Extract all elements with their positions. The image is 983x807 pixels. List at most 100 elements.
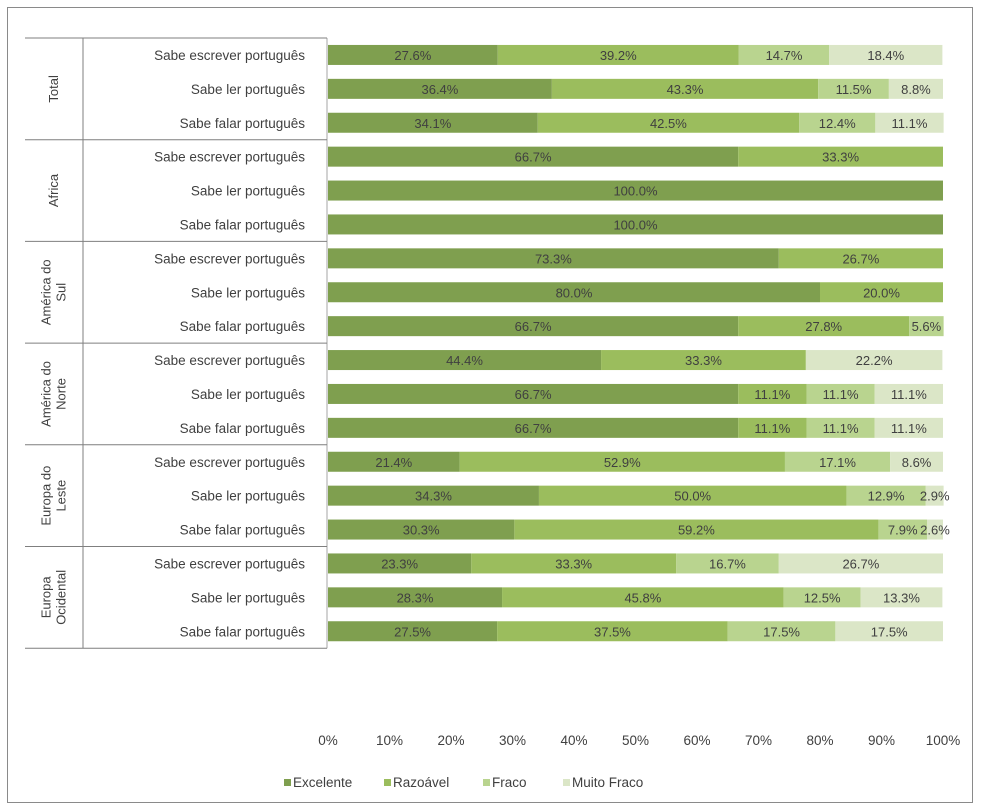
bar-segment-muito-fraco: [778, 553, 943, 574]
group-label: Africa: [46, 173, 61, 207]
bar-segment-fraco: [846, 485, 926, 506]
data-label: 45.8%: [624, 590, 661, 605]
legend-swatch: [284, 779, 291, 786]
legend-swatch: [384, 779, 391, 786]
row-label: Sabe ler português: [191, 489, 305, 504]
data-label: 22.2%: [856, 353, 893, 368]
bar-segment-fraco: [676, 553, 779, 574]
x-tick-label: 80%: [806, 733, 833, 748]
data-label: 26.7%: [842, 251, 879, 266]
bar-segment-fraco: [784, 451, 891, 472]
data-label: 11.1%: [891, 387, 927, 402]
bar-segment-muito-fraco: [890, 451, 943, 472]
legend-entry: Excelente: [293, 775, 352, 790]
row-label: Sabe falar português: [180, 523, 306, 538]
data-label: 52.9%: [604, 455, 641, 470]
data-label: 59.2%: [678, 523, 715, 538]
bar-segment-fraco: [783, 587, 861, 608]
group-label: EuropaOcidental: [39, 570, 69, 625]
data-label: 100.0%: [613, 184, 658, 199]
bar-segment-razoável: [514, 519, 879, 540]
row-label: Sabe escrever português: [154, 48, 305, 63]
data-label: 100.0%: [613, 217, 658, 232]
group-label: América doSul: [39, 259, 69, 325]
data-label: 16.7%: [709, 556, 746, 571]
bar-segment-fraco: [818, 78, 889, 99]
bar-segment-fraco: [799, 112, 876, 133]
bar-segment-excelente: [328, 451, 460, 472]
data-label: 34.1%: [414, 116, 451, 131]
data-label: 66.7%: [515, 150, 552, 165]
bar-segment-muito-fraco: [805, 350, 943, 371]
data-label: 73.3%: [535, 251, 572, 266]
data-label: 27.8%: [805, 319, 842, 334]
data-label: 21.4%: [375, 455, 412, 470]
data-label: 12.9%: [868, 489, 905, 504]
bar-segment-excelente: [328, 44, 498, 65]
row-label: Sabe falar português: [180, 116, 306, 131]
data-label: 23.3%: [381, 556, 418, 571]
data-label: 11.1%: [754, 421, 790, 436]
data-label: 11.1%: [823, 387, 859, 402]
bar-segment-muito-fraco: [875, 112, 944, 133]
x-tick-label: 0%: [318, 733, 338, 748]
data-label: 33.3%: [822, 150, 859, 165]
bar-segment-muito-fraco: [927, 519, 943, 540]
x-tick-label: 40%: [560, 733, 587, 748]
bar-segment-fraco: [727, 621, 836, 642]
bar-segment-razoável: [537, 112, 800, 133]
bar-segment-excelente: [328, 485, 539, 506]
bar-segment-excelente: [328, 587, 503, 608]
bar-segment-razoável: [778, 248, 943, 269]
bar-segment-muito-fraco: [874, 417, 943, 438]
bar-segment-fraco: [806, 417, 875, 438]
bar-segment-razoável: [738, 316, 910, 337]
data-label: 12.4%: [819, 116, 856, 131]
data-label: 14.7%: [766, 48, 803, 63]
bar-segment-razoável: [738, 417, 807, 438]
row-label: Sabe escrever português: [154, 353, 305, 368]
bar-segment-muito-fraco: [874, 383, 943, 404]
data-label: 2.9%: [920, 489, 950, 504]
x-tick-label: 60%: [683, 733, 710, 748]
bar-segment-razoável: [538, 485, 847, 506]
data-label: 43.3%: [667, 82, 704, 97]
data-label: 11.1%: [892, 116, 928, 131]
bar-segment-excelente: [328, 146, 739, 167]
bar-segment-fraco: [806, 383, 875, 404]
row-label: Sabe ler português: [191, 82, 305, 97]
bar-segment-muito-fraco: [829, 44, 943, 65]
data-label: 27.6%: [394, 48, 431, 63]
bar-segment-razoável: [551, 78, 819, 99]
row-label: Sabe ler português: [191, 184, 305, 199]
group-label: Europa doLeste: [39, 466, 69, 526]
bar-segment-muito-fraco: [860, 587, 943, 608]
row-label: Sabe ler português: [191, 590, 305, 605]
row-label: Sabe falar português: [180, 624, 306, 639]
data-label: 44.4%: [446, 353, 483, 368]
data-label: 12.5%: [804, 590, 841, 605]
bar-segment-excelente: [328, 180, 943, 201]
row-label: Sabe escrever português: [154, 150, 305, 165]
bar-segment-muito-fraco: [888, 78, 943, 99]
data-label: 17.5%: [871, 624, 908, 639]
bar-segment-razoável: [459, 451, 785, 472]
bar-segment-razoável: [497, 621, 728, 642]
bar-segment-excelente: [328, 248, 779, 269]
row-label: Sabe escrever português: [154, 251, 305, 266]
group-label: América doNorte: [39, 361, 69, 427]
data-label: 34.3%: [415, 489, 452, 504]
bar-segment-razoável: [820, 282, 943, 303]
data-label: 20.0%: [863, 285, 900, 300]
x-tick-label: 100%: [926, 733, 961, 748]
data-label: 33.3%: [685, 353, 722, 368]
data-label: 11.1%: [823, 421, 859, 436]
x-tick-label: 30%: [499, 733, 526, 748]
bar-segment-excelente: [328, 621, 498, 642]
data-label: 18.4%: [867, 48, 904, 63]
bar-segment-excelente: [328, 316, 739, 337]
bar-segment-excelente: [328, 112, 538, 133]
data-label: 27.5%: [394, 624, 431, 639]
bar-segment-fraco: [738, 44, 830, 65]
data-label: 30.3%: [403, 523, 440, 538]
